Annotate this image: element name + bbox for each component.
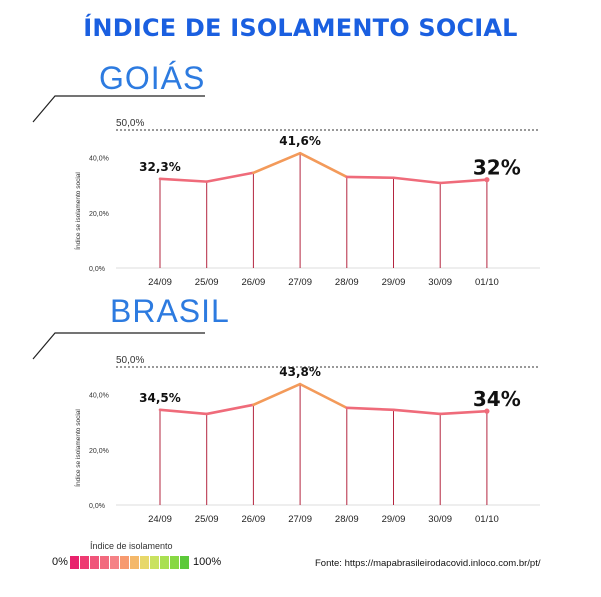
x-tick-label: 28/09: [335, 514, 359, 525]
x-tick-label: 30/09: [428, 514, 452, 525]
series-line-segment: [438, 178, 489, 185]
x-tick-label: 27/09: [288, 277, 312, 288]
x-tick-label: 01/10: [475, 514, 499, 525]
series-line-segment: [205, 171, 255, 183]
data-label-first: 34,5%: [139, 391, 181, 405]
x-tick-label: 26/09: [242, 277, 266, 288]
legend-swatch: [160, 556, 170, 569]
series-line-segment: [158, 177, 208, 183]
legend-swatch: [180, 556, 190, 569]
legend-swatch: [140, 556, 150, 569]
x-tick-label: 29/09: [382, 277, 406, 288]
brasil-chart: 50,0% 40,0% 20,0% 0,0% Índice se isolamento …: [32, 332, 540, 525]
data-label-first: 32,3%: [139, 160, 181, 174]
series-line-segment: [392, 176, 442, 185]
reference-label: 50,0%: [116, 355, 144, 366]
page-title: ÍNDICE DE ISOLAMENTO SOCIAL: [83, 14, 518, 42]
y-tick-label: 0,0%: [89, 266, 105, 273]
data-label-last: 32%: [473, 156, 521, 180]
data-label-peak: 43,8%: [279, 365, 321, 379]
x-tick-label: 28/09: [335, 277, 359, 288]
source-text: Fonte: https://mapabrasileirodacovid.inl…: [315, 558, 541, 569]
legend-max-label: 100%: [193, 556, 222, 568]
y-tick-label: 0,0%: [89, 503, 105, 510]
x-tick-label: 24/09: [148, 514, 172, 525]
brasil-title: BRASIL: [110, 293, 230, 329]
x-tick-label: 29/09: [382, 514, 406, 525]
legend-swatch: [80, 556, 90, 569]
legend-swatch: [90, 556, 100, 569]
legend-swatch: [100, 556, 110, 569]
data-label-last: 34%: [473, 387, 521, 411]
series-line-segment: [438, 409, 489, 416]
legend-title: Índice de isolamento: [90, 541, 173, 551]
y-tick-label: 40,0%: [89, 156, 109, 163]
legend-swatch: [120, 556, 130, 569]
y-tick-label: 20,0%: [89, 211, 109, 218]
x-tick-label: 01/10: [475, 277, 499, 288]
reference-label: 50,0%: [116, 118, 144, 129]
legend-color-scale: [70, 556, 190, 569]
x-tick-label: 24/09: [148, 277, 172, 288]
series-line-segment: [298, 151, 349, 179]
series-line-segment: [298, 382, 349, 410]
x-tick-label: 26/09: [242, 514, 266, 525]
section-rule: [32, 332, 205, 360]
x-tick-label: 25/09: [195, 277, 219, 288]
goias-chart: 50,0% 40,0% 20,0% 0,0% Índice se isolamento …: [32, 95, 540, 288]
y-tick-label: 20,0%: [89, 448, 109, 455]
series-line-segment: [252, 151, 302, 175]
legend-swatch: [150, 556, 160, 569]
legend-swatch: [130, 556, 140, 569]
legend-min-label: 0%: [52, 556, 68, 568]
last-point-marker: [484, 177, 490, 183]
series-line-segment: [252, 382, 302, 407]
legend-swatch: [170, 556, 180, 569]
data-label-peak: 41,6%: [279, 134, 321, 148]
series-line-segment: [345, 175, 395, 180]
y-tick-label: 40,0%: [89, 393, 109, 400]
goias-title: GOIÁS: [99, 60, 206, 96]
x-tick-label: 27/09: [288, 514, 312, 525]
last-point-marker: [484, 408, 490, 414]
legend-swatch: [70, 556, 80, 569]
x-tick-label: 25/09: [195, 514, 219, 525]
section-rule: [32, 95, 205, 123]
legend-swatch: [110, 556, 120, 569]
x-tick-label: 30/09: [428, 277, 452, 288]
series-line-segment: [158, 408, 208, 416]
y-axis-label: Índice se isolamento social: [73, 172, 82, 250]
series-line-segment: [392, 408, 442, 416]
series-line-segment: [205, 403, 255, 416]
y-axis-label: Índice se isolamento social: [73, 409, 82, 487]
series-line-segment: [345, 406, 395, 412]
